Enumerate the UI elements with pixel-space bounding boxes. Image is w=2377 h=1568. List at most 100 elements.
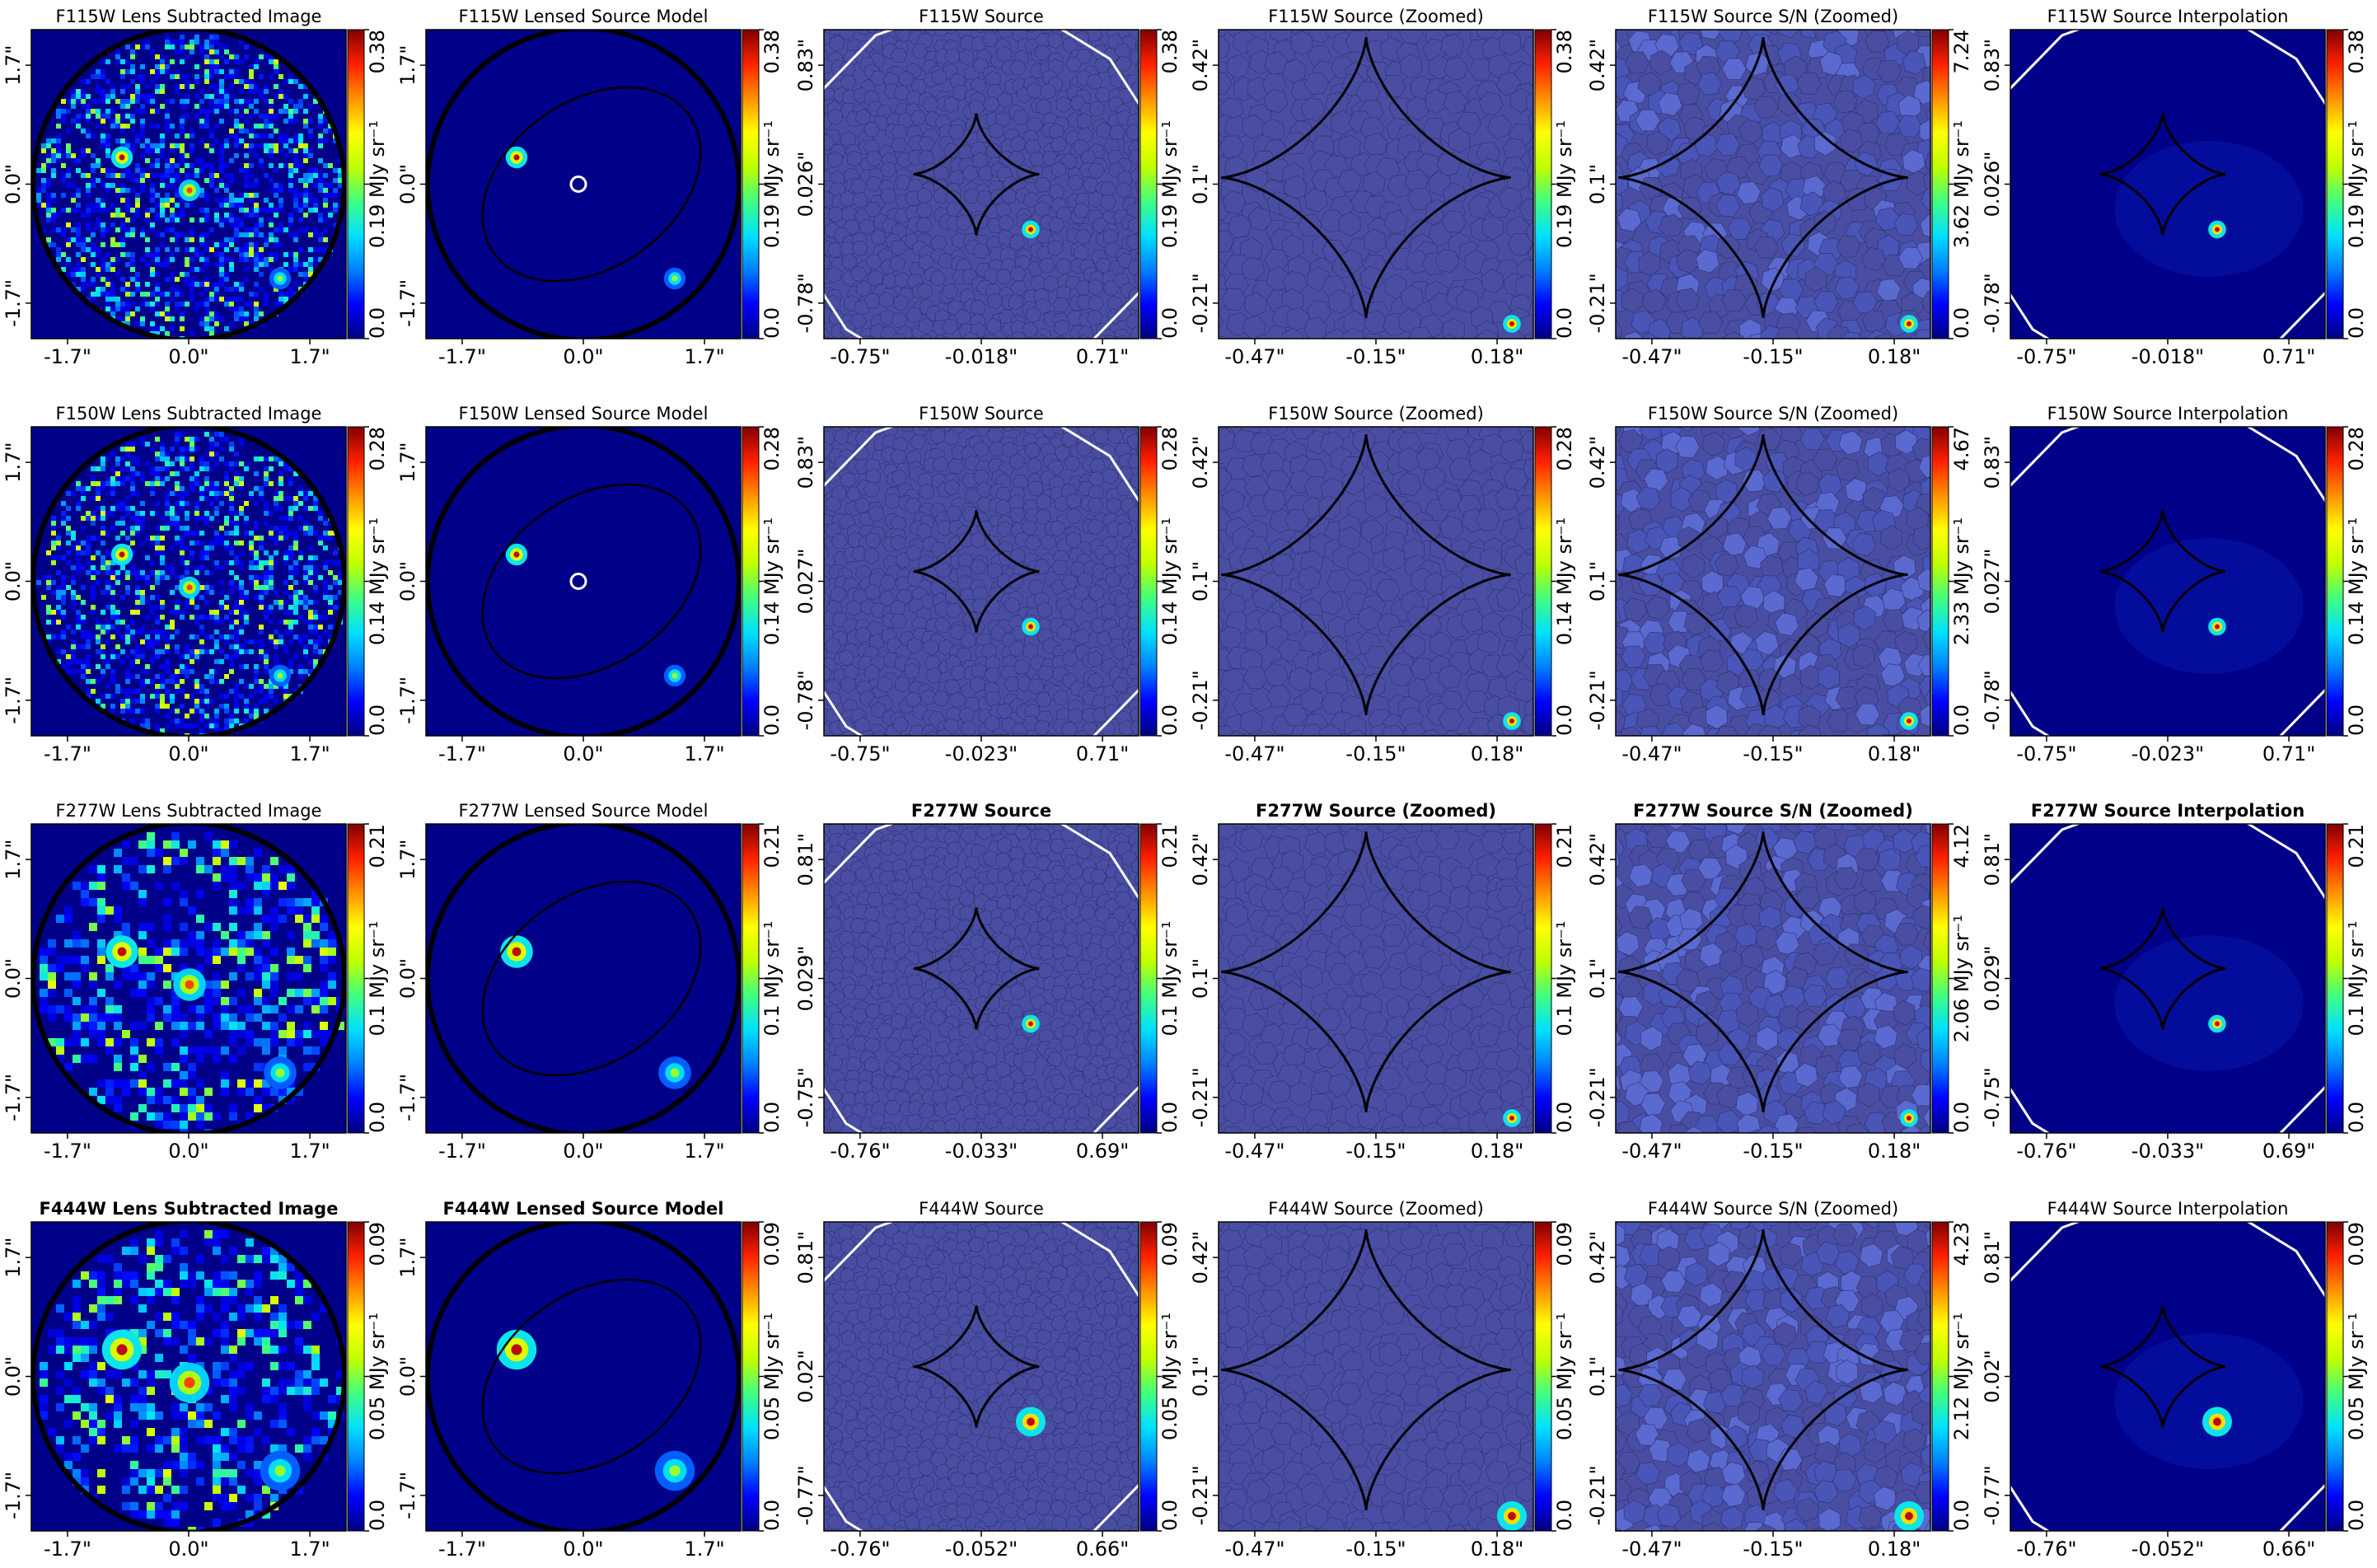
voronoi-cell	[1108, 124, 1125, 141]
noise-pixel	[46, 208, 51, 213]
noise-pixel	[105, 456, 110, 461]
noise-pixel	[274, 496, 278, 501]
noise-pixel	[56, 158, 61, 163]
noise-pixel	[155, 694, 160, 699]
voronoi-cell	[1027, 480, 1045, 497]
voronoi-cell	[982, 96, 1000, 113]
noise-pixel	[86, 654, 91, 659]
noise-pixel	[214, 208, 219, 213]
noise-pixel	[264, 669, 269, 674]
noise-pixel	[155, 262, 160, 267]
noise-pixel	[61, 634, 66, 639]
voronoi-cell	[1715, 133, 1741, 157]
noise-pixel	[125, 311, 130, 316]
colorbar-tick-label: 0.0	[1158, 704, 1181, 736]
noise-pixel	[165, 491, 170, 496]
noise-pixel	[160, 664, 165, 669]
noise-pixel	[101, 94, 105, 99]
noise-pixel	[135, 138, 140, 143]
noise-pixel	[219, 679, 224, 684]
voronoi-cell	[973, 440, 990, 458]
noise-pixel	[224, 74, 229, 79]
voronoi-cell	[1036, 601, 1053, 619]
colorbar-label: 0.14 MJy sr⁻¹	[1158, 517, 1181, 645]
voronoi-cell	[970, 531, 985, 550]
noise-pixel	[56, 659, 61, 664]
noise-pixel	[110, 605, 115, 610]
voronoi-cell	[1443, 30, 1462, 35]
noise-pixel	[323, 227, 328, 232]
noise-pixel	[145, 639, 150, 644]
noise-pixel	[51, 580, 56, 585]
noise-pixel	[274, 227, 278, 232]
noise-pixel	[249, 213, 254, 218]
noise-pixel	[185, 272, 190, 277]
noise-pixel	[209, 718, 214, 723]
noise-pixel	[274, 148, 278, 153]
noise-pixel	[274, 654, 278, 659]
noise-pixel	[214, 173, 219, 178]
noise-pixel	[145, 536, 150, 541]
noise-pixel	[150, 570, 155, 575]
noise-pixel	[56, 252, 61, 257]
voronoi-cell	[1052, 297, 1069, 313]
noise-pixel	[323, 138, 328, 143]
noise-pixel	[120, 183, 125, 188]
noise-pixel	[234, 649, 239, 654]
noise-pixel	[130, 709, 135, 714]
noise-pixel	[180, 689, 185, 694]
noise-pixel	[249, 247, 254, 252]
noise-pixel	[229, 94, 234, 99]
noise-pixel	[308, 610, 313, 615]
noise-pixel	[229, 664, 234, 669]
noise-pixel	[209, 585, 214, 590]
noise-pixel	[313, 501, 318, 506]
noise-pixel	[283, 649, 288, 654]
noise-pixel	[160, 232, 165, 237]
noise-pixel	[298, 501, 303, 506]
noise-pixel	[214, 35, 219, 40]
noise-pixel	[204, 521, 209, 526]
noise-pixel	[323, 615, 328, 620]
voronoi-cell	[1455, 288, 1480, 314]
mask-circle	[31, 427, 346, 736]
noise-pixel	[209, 148, 214, 153]
noise-pixel	[170, 183, 175, 188]
noise-pixel	[333, 193, 338, 198]
faint-emission	[2114, 141, 2304, 277]
noise-pixel	[318, 218, 323, 222]
noise-pixel	[180, 560, 185, 565]
voronoi-cell	[1034, 176, 1051, 193]
voronoi-cell	[1523, 334, 1533, 339]
noise-pixel	[244, 213, 249, 218]
voronoi-cell	[891, 311, 908, 329]
panel-source: F115W Source-0.75" -0.018" 0.71"0.83"0.026…	[794, 7, 1181, 368]
noise-pixel	[293, 545, 298, 550]
noise-pixel	[110, 452, 115, 456]
noise-pixel	[288, 163, 293, 168]
noise-pixel	[224, 541, 229, 545]
noise-pixel	[105, 282, 110, 287]
voronoi-cell	[1043, 275, 1059, 293]
noise-pixel	[293, 565, 298, 570]
noise-pixel	[91, 153, 96, 158]
noise-pixel	[165, 659, 170, 664]
noise-pixel	[56, 634, 61, 639]
noise-pixel	[209, 49, 214, 54]
noise-pixel	[165, 198, 170, 203]
noise-pixel	[338, 570, 343, 575]
voronoi-cell	[1115, 55, 1132, 73]
noise-pixel	[145, 461, 150, 466]
noise-pixel	[120, 506, 125, 511]
noise-pixel	[313, 659, 318, 664]
noise-pixel	[239, 168, 244, 173]
voronoi-cell	[830, 427, 845, 432]
noise-pixel	[204, 307, 209, 311]
voronoi-cell	[1067, 707, 1084, 725]
voronoi-cell	[1130, 719, 1139, 736]
noise-pixel	[140, 684, 145, 689]
voronoi-cell	[850, 265, 868, 283]
noise-pixel	[214, 287, 219, 292]
noise-pixel	[318, 114, 323, 119]
noise-pixel	[259, 605, 264, 610]
